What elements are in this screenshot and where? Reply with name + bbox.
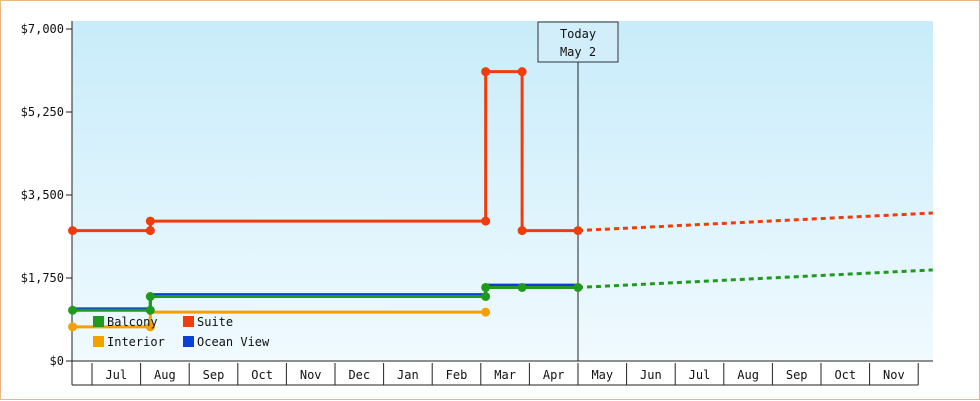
suite-legend-label: Suite: [197, 315, 233, 329]
x-tick-label: Apr: [543, 368, 565, 382]
x-tick-label: Jun: [640, 368, 662, 382]
balcony-point: [481, 282, 491, 292]
today-box: [537, 21, 619, 63]
suite-legend-swatch: [183, 316, 194, 327]
x-tick-label: Nov: [883, 368, 905, 382]
balcony-legend-swatch: [93, 316, 104, 327]
balcony-legend-label: Balcony: [107, 315, 158, 329]
x-tick-label: Oct: [251, 368, 273, 382]
x-tick-label: Jan: [397, 368, 419, 382]
y-tick-label: $5,250: [21, 105, 64, 119]
x-tick-label: Sep: [203, 368, 225, 382]
ocean-view-legend-label: Ocean View: [197, 335, 270, 349]
balcony-point: [573, 282, 583, 292]
balcony-point: [145, 305, 155, 315]
x-tick-label: May: [591, 368, 613, 382]
x-tick-label: Nov: [300, 368, 322, 382]
interior-legend-label: Interior: [107, 335, 165, 349]
x-tick-label: Oct: [834, 368, 856, 382]
today-date: May 2: [560, 45, 596, 59]
today-label: Today: [560, 27, 596, 41]
interior-legend-swatch: [93, 336, 104, 347]
balcony-point: [145, 291, 155, 301]
balcony-point: [68, 305, 78, 315]
suite-point: [481, 67, 491, 77]
suite-point: [145, 226, 155, 236]
interior-point: [68, 322, 78, 332]
suite-point: [517, 226, 527, 236]
x-tick-label: Mar: [494, 368, 516, 382]
x-tick-label: Sep: [786, 368, 808, 382]
balcony-point: [481, 291, 491, 301]
interior-line: [72, 310, 486, 329]
interior-point: [481, 307, 491, 317]
x-tick-label: Jul: [689, 368, 711, 382]
suite-point: [573, 226, 583, 236]
suite-point: [68, 226, 78, 236]
x-tick-label: Aug: [737, 368, 759, 382]
x-tick-label: Aug: [154, 368, 176, 382]
plot-background: [72, 21, 933, 361]
y-tick-label: $0: [50, 354, 64, 368]
suite-point: [517, 67, 527, 77]
y-tick-label: $7,000: [21, 22, 64, 36]
y-tick-label: $3,500: [21, 188, 64, 202]
x-tick-label: Jul: [105, 368, 127, 382]
interior-point: [145, 322, 155, 332]
balcony-point: [517, 282, 527, 292]
suite-point: [145, 216, 155, 226]
x-tick-label: Feb: [446, 368, 468, 382]
ocean-view-legend-swatch: [183, 336, 194, 347]
suite-point: [481, 216, 491, 226]
x-tick-label: Dec: [348, 368, 370, 382]
y-tick-label: $1,750: [21, 271, 64, 285]
